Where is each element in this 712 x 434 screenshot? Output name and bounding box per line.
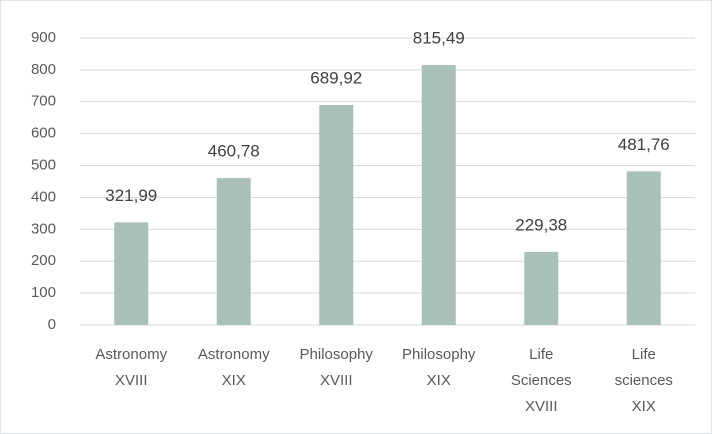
- y-tick-label: 0: [48, 316, 56, 333]
- value-label: 481,76: [618, 135, 670, 154]
- bar: [114, 222, 149, 325]
- x-tick-label: XVIII: [320, 372, 353, 389]
- y-tick-label: 300: [31, 220, 56, 237]
- value-label: 229,38: [515, 215, 567, 234]
- value-label: 815,49: [413, 28, 465, 47]
- bar: [216, 178, 251, 325]
- y-tick-label: 400: [31, 188, 56, 205]
- bar: [524, 251, 559, 325]
- y-tick-label: 600: [31, 125, 56, 142]
- value-label: 321,99: [105, 186, 157, 205]
- bar: [319, 104, 354, 325]
- y-tick-label: 500: [31, 157, 56, 174]
- x-tick-label: XIX: [427, 372, 451, 389]
- bar: [421, 64, 456, 325]
- x-tick-label: Philosophy: [402, 346, 476, 363]
- y-tick-label: 100: [31, 284, 56, 301]
- y-tick-label: 900: [31, 29, 56, 46]
- x-tick-label: XIX: [222, 372, 246, 389]
- x-tick-label: sciences: [615, 372, 673, 389]
- bar: [626, 171, 661, 325]
- x-tick-label: XVIII: [525, 398, 558, 415]
- y-tick-label: 700: [31, 93, 56, 110]
- x-tick-label: Astronomy: [95, 346, 167, 363]
- x-tick-label: Life: [632, 346, 656, 363]
- value-label: 689,92: [310, 68, 362, 87]
- x-tick-label: Sciences: [511, 372, 572, 389]
- y-tick-label: 200: [31, 252, 56, 269]
- x-tick-label: XVIII: [115, 372, 148, 389]
- x-tick-label: Astronomy: [198, 346, 270, 363]
- x-tick-label: XIX: [632, 398, 656, 415]
- y-tick-label: 800: [31, 61, 56, 78]
- x-tick-label: Life: [529, 346, 553, 363]
- x-tick-label: Philosophy: [300, 346, 374, 363]
- value-label: 460,78: [208, 142, 260, 161]
